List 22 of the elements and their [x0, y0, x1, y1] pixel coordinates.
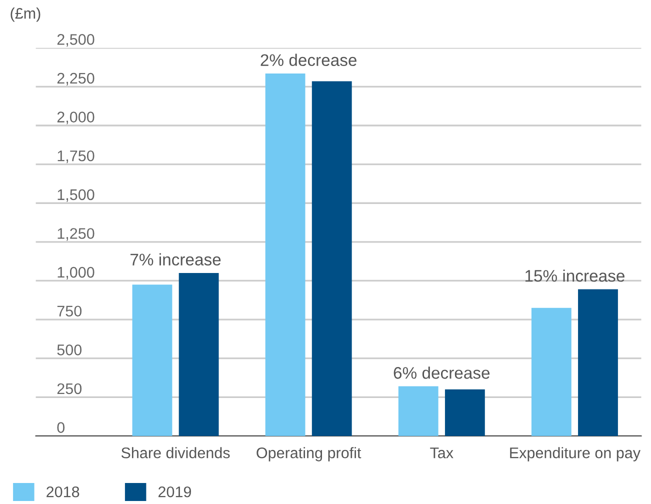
x-tick-label: Tax [430, 448, 454, 458]
y-tick-label: 750 [57, 306, 82, 317]
y-tick-label: 2,000 [57, 112, 94, 124]
y-tick-label: 500 [57, 344, 82, 356]
legend-label: 2018 [46, 486, 80, 498]
y-tick-label: 2,500 [57, 34, 94, 47]
x-tick-label: Share dividends [121, 447, 230, 458]
y-tick-label: 1,750 [58, 150, 94, 164]
y-tick-label: 1,000 [58, 266, 94, 280]
annotation: 7% increase [130, 253, 221, 266]
y-tick-label: 0 [57, 422, 65, 433]
annotation: 6% decrease [394, 366, 490, 379]
y-axis-title: (£m) [10, 8, 40, 22]
x-tick-label: Expenditure on pay [510, 447, 641, 462]
y-tick-label: 250 [57, 383, 82, 394]
annotation: 15% increase [525, 270, 624, 282]
y-tick-label: 1,500 [58, 189, 94, 202]
annotation: 2% decrease [260, 54, 356, 66]
legend-label: 2019 [158, 486, 191, 498]
y-tick-label: 1,250 [58, 228, 94, 241]
y-tick-label: 2,250 [57, 72, 94, 86]
x-tick-label: Operating profit [256, 447, 362, 462]
